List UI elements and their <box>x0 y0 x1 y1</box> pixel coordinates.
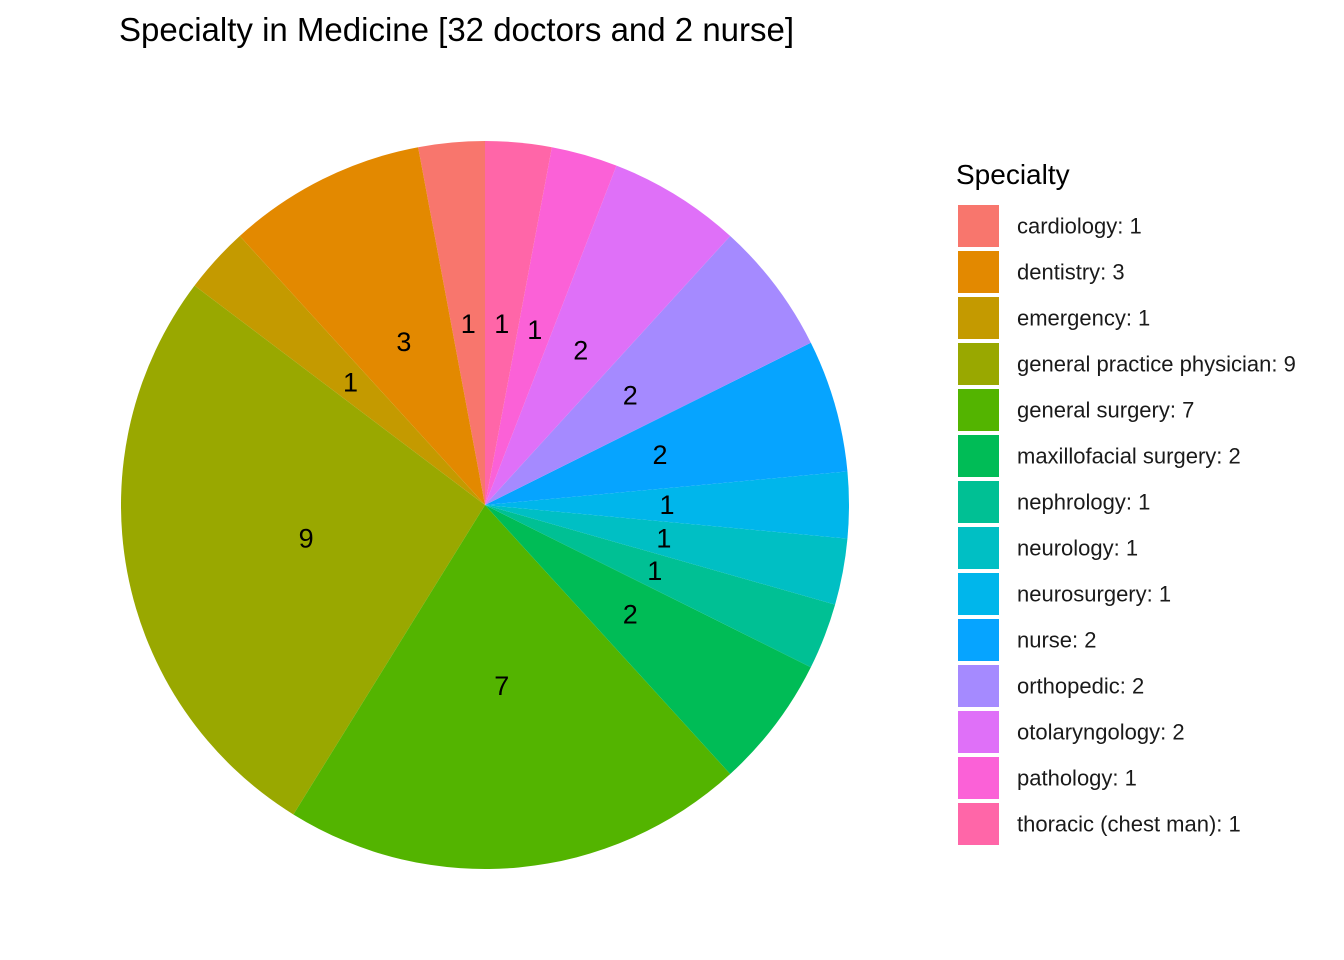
slice-label-emergency: 1 <box>343 367 358 397</box>
legend-label-orthopedic: orthopedic: 2 <box>1017 674 1144 699</box>
pie-slice-otolaryngology <box>485 165 731 505</box>
legend-item-thoracic-chest-man: thoracic (chest man): 1 <box>958 803 1241 845</box>
legend-swatch-general-practice-physician <box>958 343 999 385</box>
legend-item-emergency: emergency: 1 <box>958 297 1150 339</box>
slice-label-nurse: 2 <box>653 440 668 470</box>
pie-slice-maxillofacial-surgery <box>485 505 811 774</box>
pie-slice-emergency <box>194 236 485 505</box>
pie <box>120 141 850 870</box>
legend-item-nurse: nurse: 2 <box>958 619 1097 661</box>
legend-swatch-thoracic-chest-man <box>958 803 999 845</box>
legend: Specialty cardiology: 1 dentistry: 3 emerg… <box>956 159 1296 845</box>
legend-label-maxillofacial-surgery: maxillofacial surgery: 2 <box>1017 444 1241 469</box>
pie-slice-general-practice-physician <box>120 285 485 815</box>
pie-slice-nurse <box>485 342 848 505</box>
legend-items: cardiology: 1 dentistry: 3 emergency: 1 gen… <box>958 205 1296 845</box>
legend-item-general-surgery: general surgery: 7 <box>958 389 1194 431</box>
legend-label-dentistry: dentistry: 3 <box>1017 260 1125 285</box>
slice-label-thoracic-chest-man: 1 <box>494 309 509 339</box>
legend-swatch-neurology <box>958 527 999 569</box>
legend-swatch-orthopedic <box>958 665 999 707</box>
pie-slice-thoracic-chest-man <box>485 141 552 505</box>
legend-swatch-emergency <box>958 297 999 339</box>
legend-item-neurosurgery: neurosurgery: 1 <box>958 573 1171 615</box>
legend-label-neurology: neurology: 1 <box>1017 536 1138 561</box>
legend-label-thoracic-chest-man: thoracic (chest man): 1 <box>1017 812 1241 837</box>
slice-label-neurology: 1 <box>656 523 671 553</box>
legend-label-general-practice-physician: general practice physician: 9 <box>1017 352 1296 377</box>
legend-item-orthopedic: orthopedic: 2 <box>958 665 1144 707</box>
slice-label-cardiology: 1 <box>461 309 476 339</box>
legend-item-neurology: neurology: 1 <box>958 527 1138 569</box>
legend-label-neurosurgery: neurosurgery: 1 <box>1017 582 1171 607</box>
pie-slice-dentistry <box>239 147 485 505</box>
pie-slice-orthopedic <box>485 236 811 505</box>
legend-swatch-neurosurgery <box>958 573 999 615</box>
legend-swatch-general-surgery <box>958 389 999 431</box>
slice-label-otolaryngology: 2 <box>573 335 588 365</box>
slice-label-nephrology: 1 <box>647 556 662 586</box>
pie-slice-nephrology <box>485 505 836 668</box>
legend-item-maxillofacial-surgery: maxillofacial surgery: 2 <box>958 435 1241 477</box>
slice-label-orthopedic: 2 <box>623 380 638 410</box>
slice-label-pathology: 1 <box>527 315 542 345</box>
legend-label-pathology: pathology: 1 <box>1017 766 1137 791</box>
legend-label-emergency: emergency: 1 <box>1017 306 1150 331</box>
legend-item-cardiology: cardiology: 1 <box>958 205 1142 247</box>
legend-swatch-nephrology <box>958 481 999 523</box>
legend-item-pathology: pathology: 1 <box>958 757 1137 799</box>
slice-label-neurosurgery: 1 <box>659 490 674 520</box>
pie-slice-cardiology <box>418 141 485 505</box>
slice-label-maxillofacial-surgery: 2 <box>623 600 638 630</box>
legend-label-otolaryngology: otolaryngology: 2 <box>1017 720 1185 745</box>
pie-slice-general-surgery <box>293 505 731 870</box>
legend-label-nurse: nurse: 2 <box>1017 628 1097 653</box>
legend-swatch-otolaryngology <box>958 711 999 753</box>
pie-slice-neurosurgery <box>485 471 850 539</box>
slice-label-dentistry: 3 <box>396 327 411 357</box>
legend-swatch-pathology <box>958 757 999 799</box>
legend-item-nephrology: nephrology: 1 <box>958 481 1150 523</box>
legend-label-nephrology: nephrology: 1 <box>1017 490 1150 515</box>
legend-item-dentistry: dentistry: 3 <box>958 251 1125 293</box>
pie-slice-neurology <box>485 505 848 605</box>
slice-label-general-surgery: 7 <box>494 671 509 701</box>
legend-item-otolaryngology: otolaryngology: 2 <box>958 711 1185 753</box>
legend-item-general-practice-physician: general practice physician: 9 <box>958 343 1296 385</box>
legend-label-cardiology: cardiology: 1 <box>1017 214 1142 239</box>
legend-swatch-nurse <box>958 619 999 661</box>
legend-swatch-cardiology <box>958 205 999 247</box>
chart-title: Specialty in Medicine [32 doctors and 2 … <box>119 11 794 48</box>
legend-swatch-maxillofacial-surgery <box>958 435 999 477</box>
slice-label-general-practice-physician: 9 <box>299 523 314 553</box>
pie-slice-pathology <box>485 147 617 505</box>
legend-swatch-dentistry <box>958 251 999 293</box>
legend-title: Specialty <box>956 159 1070 190</box>
legend-label-general-surgery: general surgery: 7 <box>1017 398 1194 423</box>
